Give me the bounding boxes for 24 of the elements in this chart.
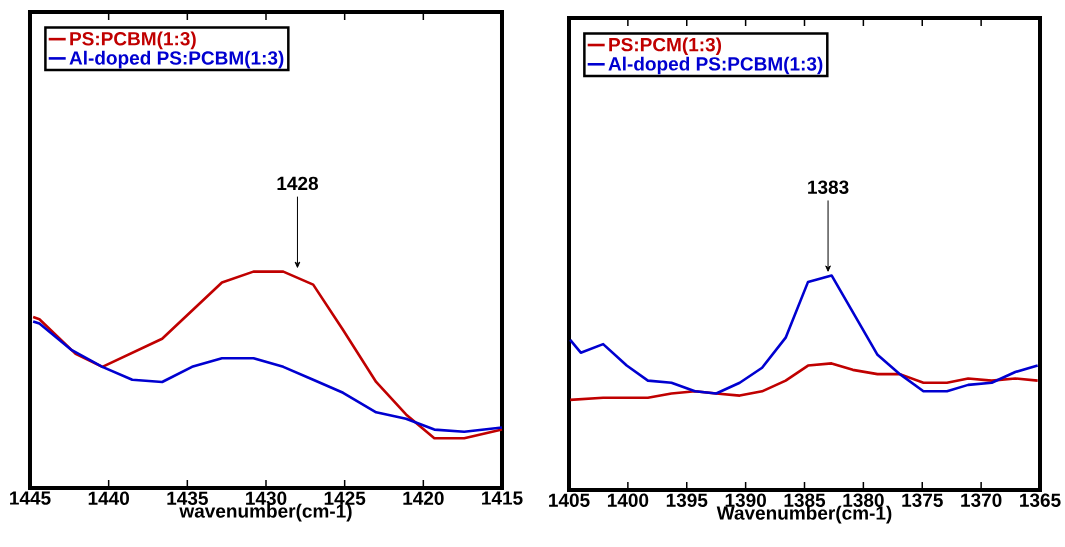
x-tick-label: 1425 [324, 491, 366, 505]
x-tick-label: 1370 [961, 493, 1002, 508]
x-axis-title: Wavenumber(cm-1) [716, 505, 892, 524]
x-tick-label: 1400 [607, 493, 649, 507]
legend-label: Al-doped PS:PCBM(1:3) [69, 50, 284, 69]
x-tick-label: 1415 [482, 491, 523, 505]
x-tick-label: 1430 [246, 491, 287, 506]
annotation: 1383 [808, 180, 849, 194]
x-tick-label: 1390 [725, 493, 766, 508]
x-tick-label: 1440 [88, 491, 129, 505]
legend-label: Al-doped PS:PCBM(1:3) [608, 56, 823, 75]
x-tick-label: 1405 [549, 493, 590, 507]
x-tick-label: 1380 [843, 493, 884, 508]
legend-label: PS:PCM(1:3) [609, 37, 722, 56]
legend-label: PS:PCBM(1:3) [70, 31, 196, 50]
x-tick-label: 1385 [784, 493, 826, 508]
x-tick-label: 1375 [902, 493, 943, 508]
annotation: 1428 [277, 176, 318, 191]
x-tick-label: 1365 [1020, 493, 1061, 508]
x-axis-title: wavenumber(cm-1) [179, 503, 352, 522]
x-tick-label: 1420 [403, 491, 444, 505]
x-tick-label: 1395 [666, 493, 708, 508]
x-tick-label: 1435 [167, 491, 208, 506]
x-tick-label: 1445 [10, 491, 51, 505]
